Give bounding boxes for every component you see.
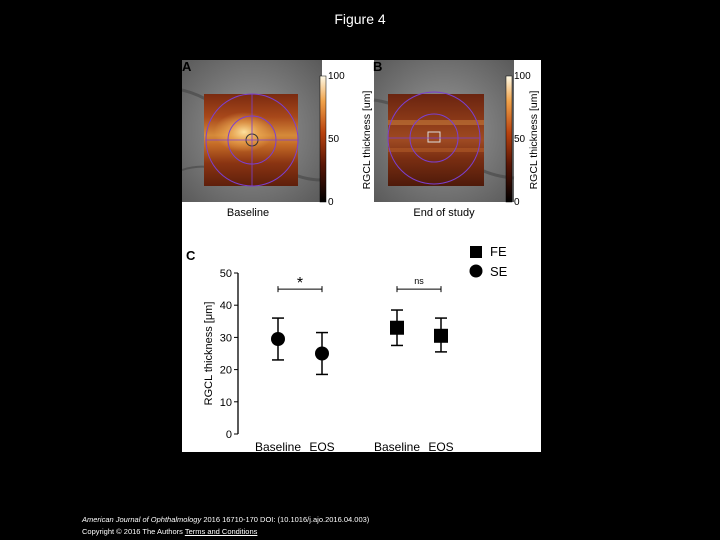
colorbar-b-tick-100: 100 [514, 71, 531, 82]
x-tick-label: EOS [428, 440, 453, 452]
colorbar-a [319, 75, 327, 203]
colorbar-b-tick-0: 0 [514, 197, 520, 208]
panel-b-caption: End of study [413, 207, 475, 219]
significance-label: * [297, 275, 303, 292]
y-tick-label: 0 [226, 429, 232, 441]
colorbar-b-tick-50: 50 [514, 134, 526, 145]
y-tick-label: 40 [220, 300, 232, 312]
footer-citation: 2016 16710-170 DOI: (10.1016/j.ajo.2016.… [201, 515, 370, 524]
terms-and-conditions-link[interactable]: Terms and Conditions [184, 527, 258, 536]
slide-title: Figure 4 [334, 11, 386, 27]
x-tick-label: Baseline [255, 440, 301, 452]
x-tick-label: Baseline [374, 440, 420, 452]
colorbar-a-tick-50: 50 [328, 134, 340, 145]
panel-a-letter: A [182, 60, 192, 74]
footer-copyright: Copyright © 2016 The Authors [82, 527, 185, 536]
panel-c: C 0 10 20 30 40 50 RGCL thickness [μm] Baseline… [186, 244, 508, 452]
chart-c: 0 10 20 30 40 50 RGCL thickness [μm] Baseline EO… [203, 244, 508, 452]
panel-c-letter: C [186, 248, 196, 263]
heatmap-b [388, 94, 484, 186]
legend-label-se: SE [490, 264, 508, 279]
footer-copyright-line: Copyright © 2016 The Authors Terms and C… [82, 526, 369, 538]
data-point-se [271, 332, 285, 347]
data-point-fe [434, 328, 448, 343]
figure-4: RGCL thickness [um] 100 50 0 A Baseline … [182, 60, 541, 452]
panel-b: RGCL thickness [um] 100 50 0 B End of st… [373, 60, 540, 219]
footer: American Journal of Ophthalmology 2016 1… [82, 514, 369, 538]
y-tick-label: 30 [220, 332, 232, 344]
y-axis-label: RGCL thickness [μm] [203, 302, 215, 406]
footer-journal: American Journal of Ophthalmology [82, 515, 202, 524]
significance-label: ns [414, 276, 424, 286]
legend-marker-fe [470, 246, 482, 258]
colorbar-b-label: RGCL thickness [um] [528, 91, 540, 190]
y-tick-label: 10 [220, 397, 232, 409]
panel-a: RGCL thickness [um] 100 50 0 A Baseline [182, 60, 373, 219]
colorbar-a-label: RGCL thickness [um] [361, 91, 373, 190]
panel-b-letter: B [373, 60, 382, 74]
legend-label-fe: FE [490, 244, 507, 259]
data-point-se [315, 346, 329, 361]
y-tick-label: 20 [220, 365, 232, 377]
y-tick-label: 50 [220, 268, 232, 280]
colorbar-b [505, 75, 513, 203]
panel-a-caption: Baseline [227, 207, 269, 219]
colorbar-a-tick-0: 0 [328, 197, 334, 208]
colorbar-a-tick-100: 100 [328, 71, 345, 82]
legend-marker-se [469, 264, 483, 278]
x-tick-label: EOS [309, 440, 334, 452]
data-point-fe [390, 320, 404, 335]
footer-citation-line: American Journal of Ophthalmology 2016 1… [82, 514, 369, 526]
